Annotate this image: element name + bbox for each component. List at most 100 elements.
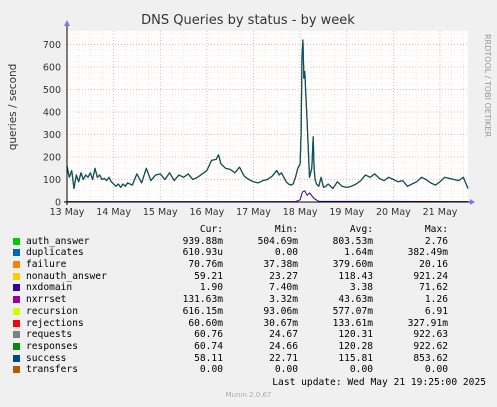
series-line-success	[66, 39, 469, 189]
legend-name: nonauth_answer	[26, 270, 107, 282]
legend-swatch	[13, 342, 20, 350]
chart-title: DNS Queries by status - by week	[141, 13, 355, 28]
legend-swatch	[13, 319, 20, 327]
col-max: Max:	[424, 224, 448, 235]
y-tick-labels: 0 100 200 300 400 500 600 700	[43, 40, 61, 209]
legend-avg: 577.07m	[332, 305, 373, 317]
legend-max: 921.24	[413, 270, 448, 282]
legend-row-transfers: transfers 0.00 0.00 0.00 0.00	[12, 364, 490, 376]
y-tick-label: 200	[43, 153, 61, 164]
legend-min: 22.71	[269, 352, 298, 364]
legend-cur: 60.60m	[188, 317, 223, 329]
x-tick-label: 16 May	[190, 207, 225, 218]
legend-min: 23.27	[269, 270, 298, 282]
legend-min: 0.00	[274, 364, 298, 376]
legend-name: responses	[26, 340, 78, 352]
legend-min: 30.67m	[263, 317, 298, 329]
x-tick-label: 15 May	[143, 207, 178, 218]
legend-min: 3.32m	[269, 294, 298, 306]
legend-swatch	[13, 366, 20, 374]
legend-avg: 43.63m	[338, 294, 373, 306]
legend-min: 37.38m	[263, 259, 298, 271]
legend-row-failure: failure 70.76m 37.38m 379.60m 20.16	[12, 259, 490, 271]
legend-name: transfers	[26, 364, 78, 376]
legend-name: requests	[26, 329, 73, 341]
legend-name: rejections	[26, 317, 84, 329]
legend-avg: 118.43	[338, 270, 373, 282]
legend-cur: 131.63m	[182, 294, 223, 306]
legend-swatch	[13, 261, 20, 269]
legend-swatch	[13, 296, 20, 304]
legend-row-success: success 58.11 22.71 115.81 853.62	[12, 353, 490, 365]
legend-max: 0.00	[424, 364, 448, 376]
legend-name: duplicates	[26, 247, 84, 259]
legend-avg: 3.38	[349, 282, 373, 294]
legend-row-auth_answer: auth_answer 939.88m 504.69m 803.53m 2.76	[12, 236, 490, 248]
legend-swatch	[13, 249, 20, 257]
legend-name: auth_answer	[26, 235, 90, 247]
x-tick-label: 19 May	[329, 207, 364, 218]
x-tick-label: 17 May	[236, 207, 271, 218]
plot-area	[67, 31, 468, 202]
y-tick-label: 700	[43, 40, 61, 51]
legend: Cur: Min: Avg: Max: auth_answer 939.88m 50…	[12, 224, 490, 376]
legend-cur: 58.11	[194, 352, 223, 364]
legend-row-requests: requests 60.76 24.67 120.31 922.63	[12, 329, 490, 341]
y-tick-label: 100	[43, 175, 61, 186]
legend-cur: 60.74	[194, 340, 223, 352]
legend-min: 24.67	[269, 329, 298, 341]
legend-avg: 803.53m	[332, 235, 373, 247]
legend-cur: 59.21	[194, 270, 223, 282]
legend-name: success	[26, 352, 67, 364]
legend-cur: 70.76m	[188, 259, 223, 271]
legend-cur: 0.00	[199, 364, 223, 376]
legend-max: 2.76	[424, 235, 448, 247]
legend-name: failure	[26, 259, 67, 271]
legend-name: nxdomain	[26, 282, 73, 294]
legend-cur: 616.15m	[182, 305, 223, 317]
legend-avg: 133.61m	[332, 317, 373, 329]
y-tick-label: 400	[43, 108, 61, 119]
legend-min: 24.66	[269, 340, 298, 352]
y-tick-label: 500	[43, 85, 61, 96]
series-lines	[66, 39, 469, 203]
col-avg: Avg:	[349, 224, 373, 235]
legend-swatch	[13, 284, 20, 292]
legend-cur: 60.76	[194, 329, 223, 341]
legend-min: 93.06m	[263, 305, 298, 317]
legend-min: 7.40m	[269, 282, 298, 294]
legend-swatch	[13, 272, 20, 280]
legend-max: 20.16	[419, 259, 448, 271]
x-tick-label: 20 May	[376, 207, 411, 218]
y-axis-arrow	[64, 20, 70, 26]
legend-row-rejections: rejections 60.60m 30.67m 133.61m 327.91m	[12, 318, 490, 330]
munin-version: Munin 2.0.67	[225, 391, 272, 399]
legend-max: 922.62	[413, 340, 448, 352]
legend-name: recursion	[26, 305, 78, 317]
y-axis-label: queries / second	[7, 64, 19, 151]
y-tick-label: 300	[43, 130, 61, 141]
legend-row-nxrrset: nxrrset 131.63m 3.32m 43.63m 1.26	[12, 294, 490, 306]
legend-row-recursion: recursion 616.15m 93.06m 577.07m 6.91	[12, 306, 490, 318]
legend-max: 382.49m	[407, 247, 448, 259]
x-tick-label: 13 May	[50, 207, 85, 218]
x-tick-label: 14 May	[96, 207, 131, 218]
legend-max: 327.91m	[407, 317, 448, 329]
legend-swatch	[13, 354, 20, 362]
legend-cur: 939.88m	[182, 235, 223, 247]
y-tick-label: 0	[55, 198, 61, 209]
legend-max: 853.62	[413, 352, 448, 364]
legend-row-duplicates: duplicates 610.93u 0.00 1.64m 382.49m	[12, 247, 490, 259]
grid	[66, 31, 468, 203]
legend-avg: 115.81	[338, 352, 373, 364]
legend-row-nxdomain: nxdomain 1.90 7.40m 3.38 71.62	[12, 282, 490, 294]
legend-swatch	[13, 331, 20, 339]
legend-header: Cur: Min: Avg: Max:	[12, 224, 490, 236]
x-tick-label: 18 May	[283, 207, 318, 218]
legend-max: 922.63	[413, 329, 448, 341]
legend-min: 504.69m	[257, 235, 298, 247]
legend-row-responses: responses 60.74 24.66 120.28 922.62	[12, 341, 490, 353]
col-cur: Cur:	[199, 224, 223, 235]
legend-swatch	[13, 237, 20, 245]
